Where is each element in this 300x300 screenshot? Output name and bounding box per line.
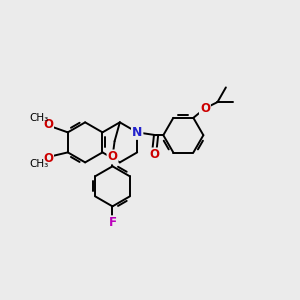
Text: N: N [132,126,142,139]
Text: O: O [200,102,210,115]
Text: O: O [43,118,53,131]
Text: O: O [107,151,118,164]
Text: CH₃: CH₃ [29,113,48,123]
Text: CH₃: CH₃ [29,159,48,169]
Text: O: O [149,148,159,161]
Text: O: O [43,152,53,165]
Text: F: F [109,216,116,229]
